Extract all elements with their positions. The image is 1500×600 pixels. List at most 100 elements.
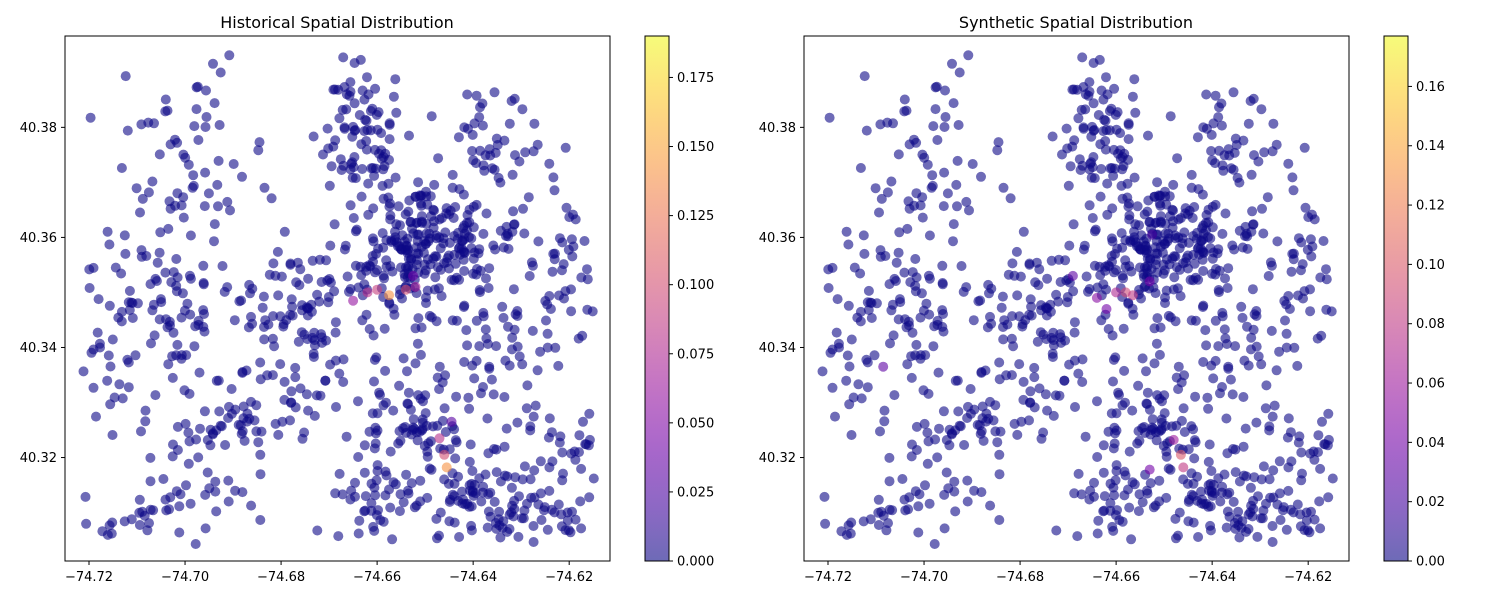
- scatter-point: [353, 282, 364, 293]
- scatter-point: [339, 123, 350, 134]
- scatter-point: [1127, 405, 1138, 416]
- y-tick-label: 40.32: [759, 451, 796, 466]
- scatter-point: [1198, 220, 1209, 231]
- scatter-point: [361, 261, 372, 272]
- scatter-point: [1223, 361, 1234, 372]
- scatter-point: [915, 353, 926, 364]
- scatter-point: [255, 357, 266, 368]
- scatter-point: [464, 456, 475, 467]
- scatter-point: [859, 71, 870, 82]
- scatter-point: [127, 313, 138, 323]
- scatter-point: [1274, 488, 1285, 499]
- scatter-point: [301, 389, 312, 400]
- scatter-point: [560, 286, 571, 297]
- scatter-point: [527, 260, 538, 271]
- x-tick-label: −74.68: [257, 570, 305, 585]
- scatter-point: [1074, 154, 1085, 165]
- scatter-point: [214, 120, 225, 130]
- scatter-point: [1217, 228, 1228, 239]
- synthetic-panel: Synthetic Spatial Distribution −74.72 −74…: [759, 13, 1445, 585]
- x-tick-label: −74.62: [545, 570, 593, 585]
- scatter-point: [390, 172, 401, 183]
- scatter-point: [886, 176, 897, 187]
- scatter-point: [188, 170, 199, 181]
- scatter-point: [900, 505, 911, 516]
- scatter-point: [1214, 287, 1224, 298]
- scatter-point: [1253, 351, 1264, 362]
- scatter-point: [398, 497, 409, 508]
- scatter-point: [996, 302, 1007, 313]
- scatter-point: [1298, 293, 1308, 304]
- scatter-point: [1210, 199, 1221, 210]
- scatter-point: [907, 267, 918, 278]
- scatter-point: [1129, 74, 1140, 85]
- scatter-point: [380, 466, 391, 477]
- scatter-point: [1286, 266, 1297, 277]
- scatter-point: [1184, 205, 1195, 216]
- scatter-point: [337, 489, 348, 500]
- scatter-point: [154, 247, 165, 258]
- scatter-point: [1296, 475, 1307, 486]
- scatter-point: [535, 456, 546, 467]
- scatter-point: [823, 264, 834, 275]
- scatter-point: [353, 452, 364, 462]
- scatter-point: [911, 421, 922, 432]
- scatter-point: [454, 184, 465, 195]
- scatter-point: [1251, 311, 1262, 321]
- scatter-point: [937, 321, 948, 332]
- scatter-point: [1238, 441, 1249, 452]
- scatter-point: [1024, 397, 1035, 408]
- scatter-point: [995, 426, 1006, 437]
- scatter-point: [940, 85, 950, 96]
- scatter-point: [347, 157, 358, 168]
- scatter-point: [451, 391, 462, 402]
- scatter-point: [1109, 267, 1119, 278]
- scatter-point: [919, 152, 930, 163]
- scatter-point: [977, 401, 988, 412]
- scatter-point: [1078, 123, 1089, 134]
- scatter-point: [459, 122, 470, 133]
- scatter-point: [471, 90, 482, 101]
- scatter-point: [824, 112, 835, 123]
- scatter-point: [499, 135, 510, 146]
- scatter-point: [1228, 87, 1239, 98]
- scatter-point: [330, 317, 341, 328]
- scatter-point: [985, 500, 996, 511]
- scatter-point: [1206, 146, 1217, 156]
- scatter-point: [201, 112, 212, 122]
- scatter-point: [888, 118, 898, 129]
- scatter-point: [238, 413, 249, 424]
- scatter-point: [1230, 341, 1241, 352]
- scatter-point: [843, 239, 854, 250]
- scatter-point: [353, 396, 363, 407]
- scatter-point: [356, 191, 367, 202]
- scatter-point: [1259, 147, 1270, 158]
- scatter-point: [481, 208, 492, 219]
- scatter-point: [1159, 408, 1170, 419]
- scatter-point: [225, 205, 235, 216]
- scatter-point: [866, 313, 877, 323]
- scatter-point: [1150, 218, 1161, 229]
- scatter-point: [375, 389, 385, 400]
- scatter-point: [542, 342, 553, 353]
- scatter-point: [137, 193, 148, 204]
- colorbar-tick-label: 0.00: [1416, 555, 1445, 570]
- scatter-point: [1064, 240, 1075, 251]
- scatter-point: [335, 154, 346, 165]
- scatter-point: [296, 327, 307, 338]
- colorbar-tick-label: 0.075: [677, 347, 714, 362]
- scatter-point: [334, 368, 345, 379]
- scatter-point: [191, 104, 202, 115]
- scatter-point: [865, 514, 876, 525]
- scatter-point: [247, 283, 258, 294]
- y-tick-label: 40.38: [20, 121, 57, 136]
- scatter-point: [456, 243, 467, 254]
- scatter-point: [484, 263, 495, 274]
- scatter-point: [519, 228, 530, 239]
- scatter-point: [1323, 492, 1334, 503]
- scatter-point: [1243, 360, 1254, 371]
- scatter-point: [1152, 267, 1163, 278]
- scatter-point: [1167, 222, 1178, 233]
- scatter-point: [952, 201, 962, 212]
- x-tick-label: −74.64: [449, 570, 497, 585]
